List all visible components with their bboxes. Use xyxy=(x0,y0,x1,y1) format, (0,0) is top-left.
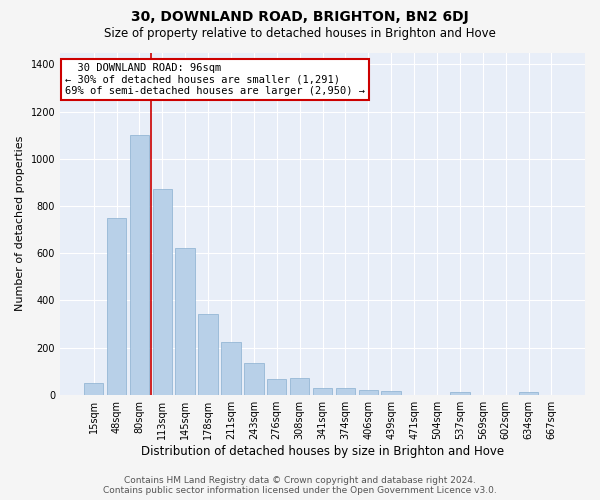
Bar xyxy=(290,378,310,394)
Y-axis label: Number of detached properties: Number of detached properties xyxy=(15,136,25,312)
Bar xyxy=(221,342,241,394)
Bar xyxy=(267,380,286,394)
Bar xyxy=(152,190,172,394)
Bar xyxy=(107,218,126,394)
Text: 30, DOWNLAND ROAD, BRIGHTON, BN2 6DJ: 30, DOWNLAND ROAD, BRIGHTON, BN2 6DJ xyxy=(131,10,469,24)
Bar xyxy=(359,390,378,394)
Bar xyxy=(84,383,103,394)
Bar xyxy=(335,388,355,394)
Text: Contains HM Land Registry data © Crown copyright and database right 2024.
Contai: Contains HM Land Registry data © Crown c… xyxy=(103,476,497,495)
Bar xyxy=(313,388,332,394)
Text: Size of property relative to detached houses in Brighton and Hove: Size of property relative to detached ho… xyxy=(104,28,496,40)
Bar xyxy=(175,248,195,394)
Bar xyxy=(450,392,470,394)
Bar xyxy=(130,135,149,394)
Bar xyxy=(382,391,401,394)
Bar xyxy=(199,314,218,394)
X-axis label: Distribution of detached houses by size in Brighton and Hove: Distribution of detached houses by size … xyxy=(141,444,504,458)
Bar xyxy=(519,392,538,394)
Text: 30 DOWNLAND ROAD: 96sqm  
← 30% of detached houses are smaller (1,291)
69% of se: 30 DOWNLAND ROAD: 96sqm ← 30% of detache… xyxy=(65,63,365,96)
Bar xyxy=(244,363,263,394)
